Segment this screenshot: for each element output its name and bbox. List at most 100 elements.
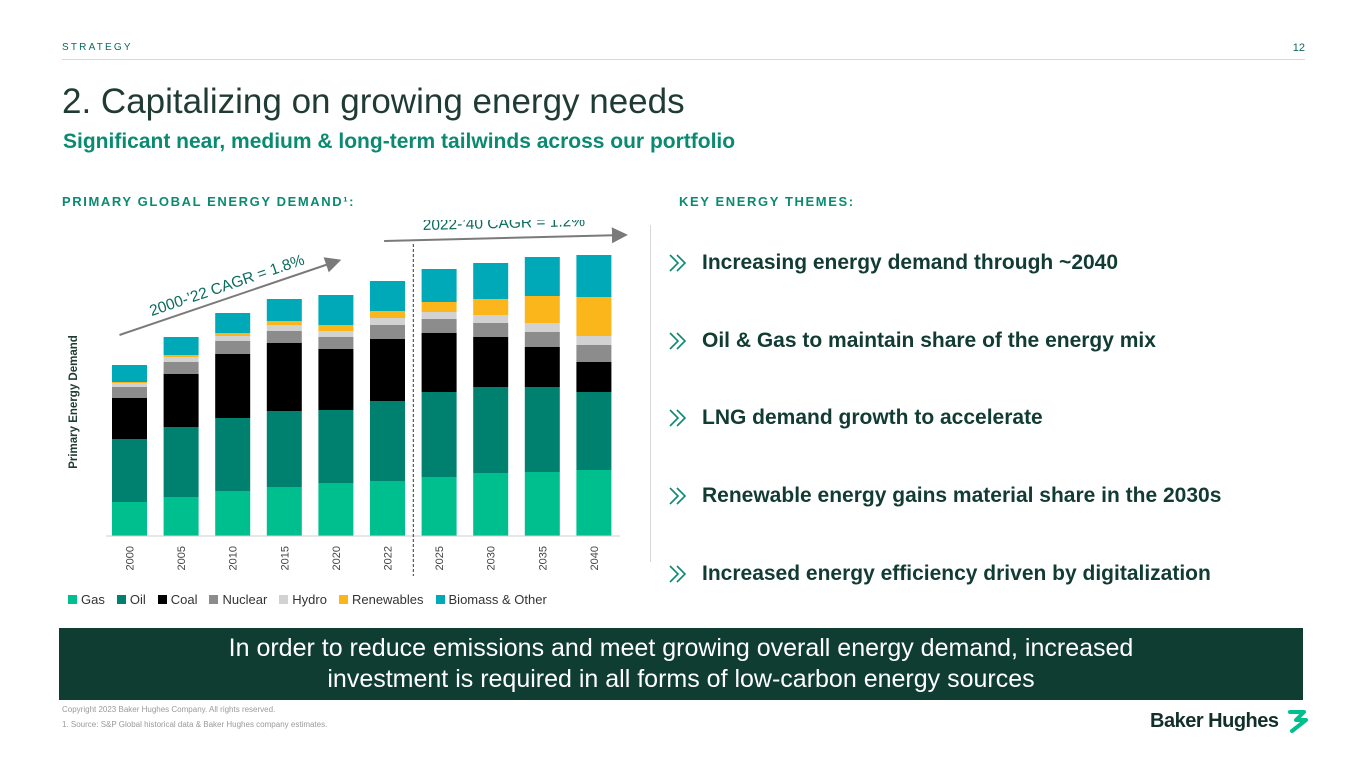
- x-tick-label-2025: 2025: [434, 546, 446, 570]
- bar-biomass-other-2022: [370, 281, 405, 311]
- legend-item-hydro: Hydro: [279, 592, 327, 607]
- legend-label-renewables: Renewables: [351, 592, 424, 607]
- double-chevron-icon: [669, 254, 687, 272]
- bar-nuclear-2005: [163, 362, 199, 374]
- bar-biomass-other-2020: [318, 295, 354, 325]
- company-logo: Baker Hughes: [1150, 708, 1311, 734]
- x-tick-label-2015: 2015: [279, 546, 291, 570]
- chart-legend: Gas Oil Coal Nuclear Hydro Renewables Biomass …: [68, 592, 547, 607]
- bar-biomass-other-2010: [215, 313, 251, 333]
- x-tick-label-2005: 2005: [176, 546, 188, 570]
- bar-gas-2020: [318, 483, 354, 536]
- x-tick-label-2020: 2020: [331, 546, 343, 570]
- bar-oil-2035: [524, 387, 560, 472]
- bar-hydro-2010: [215, 336, 251, 341]
- bar-nuclear-2020: [318, 337, 354, 349]
- legend-item-renewables: Renewables: [338, 592, 424, 607]
- bar-renewables-2010: [215, 333, 251, 336]
- bar-coal-2005: [163, 374, 199, 427]
- bar-renewables-2030: [473, 299, 509, 315]
- legend-swatch-coal: [157, 595, 167, 604]
- bar-biomass-other-2035: [524, 257, 560, 296]
- bar-gas-2035: [524, 472, 560, 536]
- bar-renewables-2020: [318, 325, 354, 331]
- double-chevron-icon: [669, 487, 687, 505]
- bar-hydro-2025: [421, 312, 457, 319]
- x-tick-label-2040: 2040: [589, 546, 601, 570]
- bar-gas-2022: [370, 481, 405, 536]
- theme-text: LNG demand growth to accelerate: [702, 406, 1043, 429]
- page-subtitle: Significant near, medium & long-term tai…: [63, 130, 736, 153]
- legend-item-coal: Coal: [157, 592, 198, 607]
- legend-item-oil: Oil: [116, 592, 146, 607]
- theme-item: Increasing energy demand through ~2040: [668, 251, 1118, 275]
- legend-swatch-renewables: [338, 595, 348, 604]
- bar-renewables-2035: [524, 296, 560, 323]
- bar-coal-2000: [112, 398, 147, 439]
- bar-nuclear-2030: [473, 323, 509, 337]
- bar-gas-2025: [421, 477, 457, 536]
- bar-oil-2020: [318, 410, 354, 483]
- bar-coal-2015: [266, 343, 302, 411]
- double-chevron-icon: [669, 565, 687, 583]
- copyright-note: Copyright 2023 Baker Hughes Company. All…: [62, 705, 276, 714]
- legend-item-biomass-other: Biomass & Other: [435, 592, 547, 607]
- bar-oil-2010: [215, 418, 251, 491]
- legend-label-coal: Coal: [170, 592, 198, 607]
- legend-swatch-hydro: [279, 595, 289, 604]
- bar-coal-2022: [370, 339, 405, 401]
- bar-nuclear-2025: [421, 319, 457, 333]
- bar-nuclear-2022: [370, 325, 405, 339]
- bar-renewables-2000: [112, 382, 147, 383]
- bar-oil-2005: [163, 427, 199, 497]
- bar-hydro-2015: [266, 325, 302, 331]
- legend-label-hydro: Hydro: [292, 592, 327, 607]
- bar-gas-2000: [112, 502, 147, 536]
- vertical-divider: [650, 225, 651, 562]
- bar-gas-2015: [266, 487, 302, 536]
- bar-hydro-2020: [318, 331, 354, 337]
- bar-coal-2030: [473, 337, 509, 387]
- banner-line-2: investment is required in all forms of l…: [327, 665, 1035, 693]
- x-tick-label-2000: 2000: [125, 546, 137, 570]
- theme-item: LNG demand growth to accelerate: [668, 406, 1043, 430]
- conclusion-banner: In order to reduce emissions and meet gr…: [59, 628, 1303, 700]
- bar-gas-2010: [215, 491, 251, 536]
- legend-swatch-oil: [116, 595, 126, 604]
- theme-text: Oil & Gas to maintain share of the energ…: [702, 329, 1156, 352]
- page-number: 12: [1292, 42, 1305, 54]
- bar-biomass-other-2025: [421, 269, 457, 302]
- bar-renewables-2022: [370, 311, 405, 318]
- cagr-arrow-1: [119, 257, 342, 336]
- bar-renewables-2005: [163, 355, 199, 357]
- legend-item-gas: Gas: [68, 592, 105, 607]
- bar-hydro-2030: [473, 315, 509, 323]
- logo-mark-icon: [1287, 710, 1308, 733]
- bar-oil-2030: [473, 387, 509, 473]
- page-title: 2. Capitalizing on growing energy needs: [62, 82, 685, 121]
- banner-line-1: In order to reduce emissions and meet gr…: [228, 634, 1134, 662]
- bar-gas-2030: [473, 473, 509, 536]
- legend-label-nuclear: Nuclear: [222, 592, 268, 607]
- bar-nuclear-2010: [215, 341, 251, 354]
- bar-coal-2025: [421, 333, 457, 392]
- bar-biomass-other-2015: [266, 299, 302, 321]
- bar-renewables-2040: [576, 297, 612, 336]
- theme-item: Increased energy efficiency driven by di…: [668, 562, 1211, 586]
- bar-biomass-other-2040: [576, 255, 612, 297]
- legend-label-gas: Gas: [81, 592, 105, 607]
- bar-nuclear-2040: [576, 345, 612, 362]
- legend-item-nuclear: Nuclear: [209, 592, 267, 607]
- bar-hydro-2040: [576, 336, 612, 345]
- legend-label-oil: Oil: [129, 592, 146, 607]
- legend-swatch-gas: [68, 595, 77, 604]
- theme-text: Renewable energy gains material share in…: [702, 484, 1222, 507]
- y-axis-label: Primary Energy Demand: [68, 335, 80, 469]
- chart-heading: PRIMARY GLOBAL ENERGY DEMAND¹:: [62, 194, 356, 209]
- theme-item: Oil & Gas to maintain share of the energ…: [668, 329, 1156, 353]
- double-chevron-icon: [669, 409, 687, 427]
- energy-demand-chart: Primary Energy Demand 2000 2005 2010 2015 202…: [68, 220, 628, 576]
- legend-swatch-nuclear: [209, 595, 219, 604]
- bar-hydro-2022: [370, 318, 405, 325]
- bar-oil-2022: [370, 401, 405, 481]
